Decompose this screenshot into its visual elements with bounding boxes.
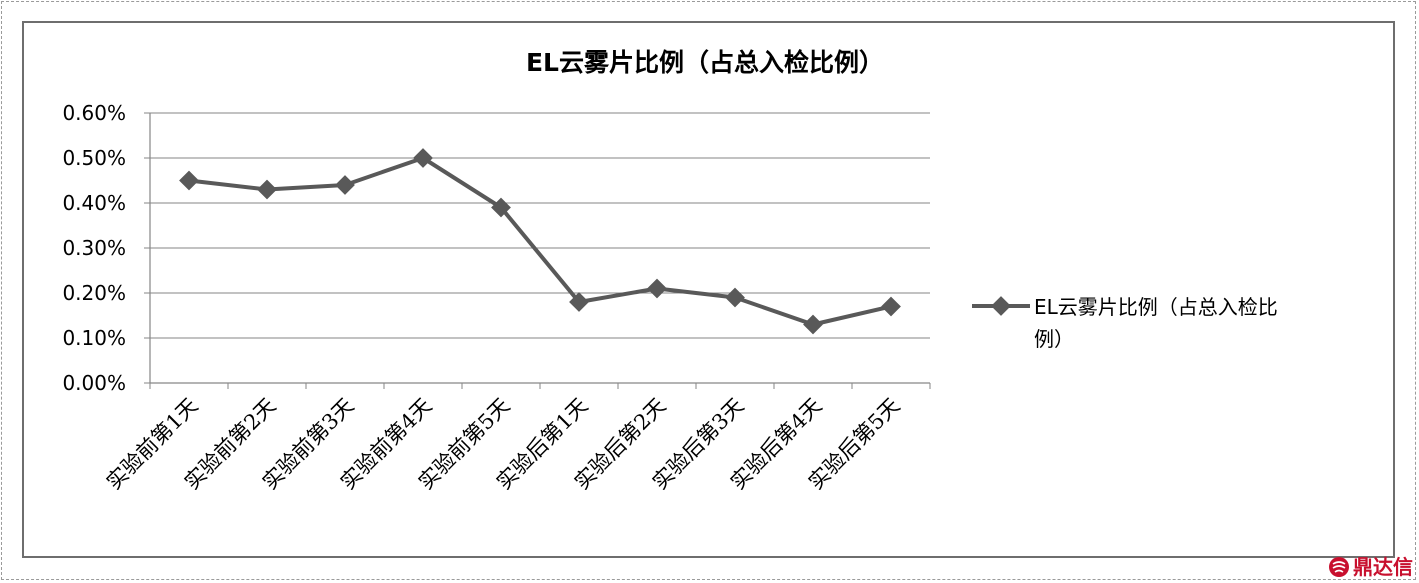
logo-icon [1329, 557, 1349, 577]
y-tick-label: 0.00% [62, 371, 126, 395]
x-tick-labels: 实验前第1天实验前第2天实验前第3天实验前第4天实验前第5天实验后第1天实验后第… [102, 394, 905, 495]
data-point-marker [491, 197, 511, 218]
data-point-marker [413, 148, 433, 168]
legend-label-line-1: EL云雾片比例（占总入检比 [1034, 295, 1278, 319]
data-point-marker [257, 179, 277, 200]
legend: EL云雾片比例（占总入检比 例） [972, 295, 1278, 351]
y-tick-label: 0.20% [62, 281, 126, 305]
watermark-logo: 鼎达信 [1328, 555, 1413, 579]
y-tick-label: 0.10% [62, 326, 126, 350]
series-line [188, 156, 892, 327]
chart-frame [22, 21, 1395, 558]
data-point-marker [881, 296, 901, 317]
y-tick-label: 0.60% [62, 101, 126, 125]
legend-label-line-2: 例） [1034, 327, 1074, 351]
series-layer [179, 148, 901, 335]
axes [144, 112, 931, 389]
y-tick-label: 0.30% [62, 236, 126, 260]
data-point-marker [179, 170, 199, 191]
data-point-marker [335, 175, 355, 195]
chart-title: EL云雾片比例（占总入检比例） [526, 48, 884, 77]
y-tick-label: 0.50% [62, 146, 126, 170]
watermark-text: 鼎达信 [1353, 555, 1413, 579]
y-tick-label: 0.40% [62, 191, 126, 215]
y-tick-labels: 0.00% 0.10% 0.20% 0.30% 0.40% 0.50% 0.60% [62, 101, 126, 395]
gridlines [150, 112, 930, 339]
data-point-marker [569, 292, 589, 312]
data-point-marker [803, 314, 823, 335]
legend-marker [991, 296, 1011, 316]
data-point-marker [725, 287, 745, 308]
data-point-marker [647, 278, 667, 299]
